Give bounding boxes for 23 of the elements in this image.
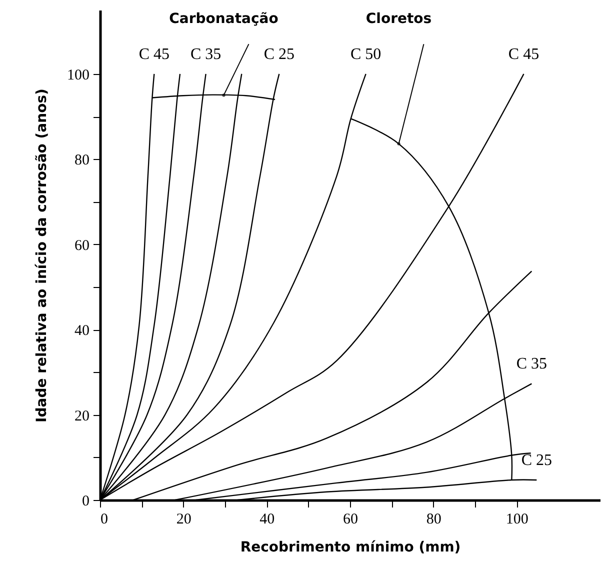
y-tick-label: 0 bbox=[82, 494, 90, 510]
y-tick-label: 20 bbox=[74, 408, 90, 424]
series-label: C 45 bbox=[508, 46, 540, 63]
series-label: C 25 bbox=[521, 452, 552, 469]
x-tick-label: 100 bbox=[506, 512, 528, 528]
y-tick-label: 80 bbox=[74, 152, 90, 169]
y-tick-label: 100 bbox=[67, 67, 90, 84]
series-label: C 35 bbox=[190, 46, 222, 63]
series-label: C 45 bbox=[138, 46, 170, 63]
x-axis-title: Recobrimento mínimo (mm) bbox=[240, 540, 461, 556]
x-tick-label: 0 bbox=[100, 512, 108, 528]
x-tick-label: 20 bbox=[176, 512, 192, 528]
x-tick-label: 60 bbox=[343, 512, 358, 528]
series-label: C 25 bbox=[264, 46, 295, 63]
y-tick-label: 60 bbox=[74, 238, 90, 254]
y-axis-title: Idade relativa ao início da corrosão (anos) bbox=[34, 88, 50, 422]
annotation: Cloretos bbox=[366, 11, 432, 27]
x-tick-label: 80 bbox=[426, 512, 442, 528]
y-tick-label: 40 bbox=[74, 323, 90, 340]
series-label: C 50 bbox=[350, 46, 382, 63]
x-tick-label: 40 bbox=[260, 512, 275, 528]
series-label: C 35 bbox=[516, 356, 548, 373]
annotation: Carbonatação bbox=[169, 11, 279, 27]
